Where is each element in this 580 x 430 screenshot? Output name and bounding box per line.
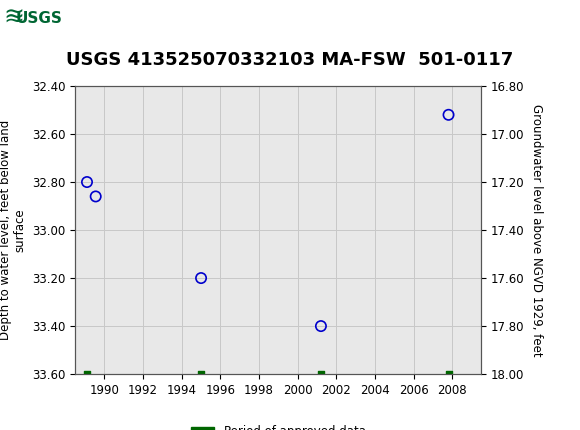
Point — [82, 178, 92, 185]
Text: ≋: ≋ — [3, 6, 24, 30]
Y-axis label: Depth to water level, feet below land
surface: Depth to water level, feet below land su… — [0, 120, 27, 340]
Point — [91, 193, 100, 200]
Point — [316, 322, 325, 329]
Text: USGS 413525070332103 MA-FSW  501-0117: USGS 413525070332103 MA-FSW 501-0117 — [66, 51, 514, 69]
Point — [444, 371, 453, 378]
Legend: Period of approved data: Period of approved data — [186, 421, 371, 430]
Point — [444, 111, 453, 118]
Point — [316, 371, 325, 378]
Point — [197, 371, 206, 378]
Point — [197, 275, 206, 282]
Y-axis label: Groundwater level above NGVD 1929, feet: Groundwater level above NGVD 1929, feet — [530, 104, 543, 356]
FancyBboxPatch shape — [2, 2, 77, 36]
Point — [82, 371, 92, 378]
Text: USGS: USGS — [16, 11, 63, 26]
